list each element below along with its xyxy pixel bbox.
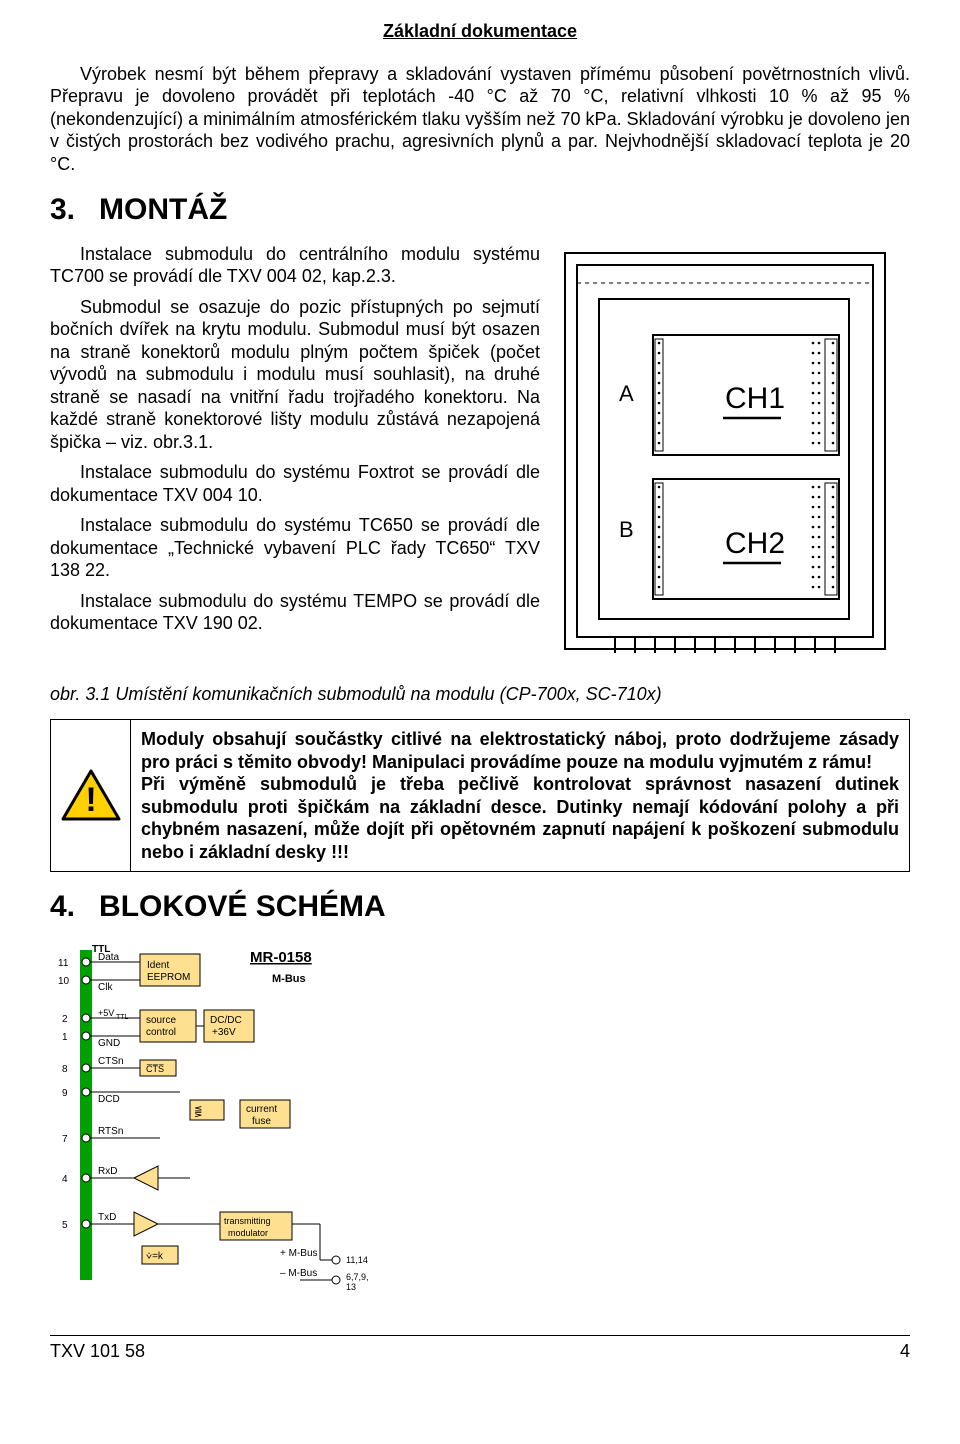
svg-text:TxD: TxD bbox=[98, 1212, 116, 1223]
svg-text:Clk: Clk bbox=[98, 982, 113, 993]
svg-text:2: 2 bbox=[62, 1014, 68, 1025]
svg-text:⩒=k: ⩒=k bbox=[146, 1251, 164, 1262]
svg-text:GND: GND bbox=[98, 1038, 120, 1049]
svg-text:B: B bbox=[619, 517, 634, 542]
montaz-p5: Instalace submodulu do systému TEMPO se … bbox=[50, 590, 540, 635]
section-4-title: BLOKOVÉ SCHÉMA bbox=[99, 888, 386, 926]
svg-text:+ M-Bus: + M-Bus bbox=[280, 1248, 318, 1259]
section-3-title: MONTÁŽ bbox=[99, 191, 227, 229]
footer-code: TXV 101 58 bbox=[50, 1340, 600, 1363]
section-4-heading: 4. BLOKOVÉ SCHÉMA bbox=[50, 888, 910, 926]
svg-text:11: 11 bbox=[58, 958, 69, 969]
montaz-p1: Instalace submodulu do centrálního modul… bbox=[50, 243, 540, 288]
svg-text:CTSn: CTSn bbox=[98, 1056, 124, 1067]
svg-text:control: control bbox=[146, 1027, 176, 1038]
svg-text:DCD: DCD bbox=[98, 1094, 120, 1105]
section-3-number: 3. bbox=[50, 191, 75, 229]
svg-text:MR-0158: MR-0158 bbox=[250, 949, 312, 966]
svg-text:EEPROM: EEPROM bbox=[147, 972, 190, 983]
figure-3-1-caption: obr. 3.1 Umístění komunikačních submodul… bbox=[50, 683, 910, 706]
svg-text:C̅T̅S̅: C̅T̅S̅ bbox=[146, 1064, 164, 1074]
svg-text:RTSn: RTSn bbox=[98, 1126, 123, 1137]
figure-3-1: CH1 bbox=[555, 243, 905, 663]
svg-text:10: 10 bbox=[58, 976, 70, 987]
footer-page: 4 bbox=[900, 1340, 910, 1363]
intro-paragraph: Výrobek nesmí být během přepravy a sklad… bbox=[50, 63, 910, 176]
doc-header: Základní dokumentace bbox=[50, 20, 910, 43]
svg-text:Ident: Ident bbox=[147, 960, 169, 971]
section-3-heading: 3. MONTÁŽ bbox=[50, 191, 910, 229]
svg-text:+36V: +36V bbox=[212, 1027, 236, 1038]
warning-box: ! Moduly obsahují součástky citlivé na e… bbox=[50, 719, 910, 872]
svg-text:A: A bbox=[619, 381, 634, 406]
svg-text:4: 4 bbox=[62, 1174, 68, 1185]
svg-text:transmitting: transmitting bbox=[224, 1216, 271, 1226]
svg-text:current: current bbox=[246, 1104, 277, 1115]
section-4-number: 4. bbox=[50, 888, 75, 926]
svg-text:+5V: +5V bbox=[98, 1008, 114, 1018]
svg-text:modulator: modulator bbox=[228, 1228, 268, 1238]
block-diagram: MR-0158 M-Bus TTL 11 Data 10 Clk IdentEE… bbox=[50, 940, 470, 1300]
svg-text:– M-Bus: – M-Bus bbox=[280, 1268, 317, 1279]
svg-text:13: 13 bbox=[346, 1282, 356, 1292]
svg-text:5: 5 bbox=[62, 1220, 68, 1231]
svg-text:source: source bbox=[146, 1015, 176, 1026]
warning-text: Moduly obsahují součástky citlivé na ele… bbox=[131, 720, 909, 871]
warning-icon: ! bbox=[51, 720, 131, 871]
svg-text:1: 1 bbox=[62, 1032, 68, 1043]
svg-text:CH1: CH1 bbox=[725, 382, 785, 415]
svg-text:!: ! bbox=[85, 781, 96, 819]
svg-text:CH2: CH2 bbox=[725, 527, 785, 560]
svg-text:9: 9 bbox=[62, 1088, 68, 1099]
svg-text:⪋: ⪋ bbox=[194, 1106, 202, 1118]
svg-text:11,14: 11,14 bbox=[346, 1255, 368, 1265]
montaz-p2: Submodul se osazuje do pozic přístupných… bbox=[50, 296, 540, 454]
svg-text:Data: Data bbox=[98, 952, 120, 963]
montaz-p4: Instalace submodulu do systému TC650 se … bbox=[50, 514, 540, 582]
svg-text:8: 8 bbox=[62, 1064, 68, 1075]
footer: TXV 101 58 4 bbox=[50, 1335, 910, 1363]
svg-text:M-Bus: M-Bus bbox=[272, 973, 306, 985]
svg-text:6,7,9,: 6,7,9, bbox=[346, 1272, 369, 1282]
montaz-p3: Instalace submodulu do systému Foxtrot s… bbox=[50, 461, 540, 506]
svg-text:fuse: fuse bbox=[252, 1116, 271, 1127]
svg-text:RxD: RxD bbox=[98, 1166, 117, 1177]
svg-text:DC/DC: DC/DC bbox=[210, 1015, 242, 1026]
svg-text:7: 7 bbox=[62, 1134, 68, 1145]
